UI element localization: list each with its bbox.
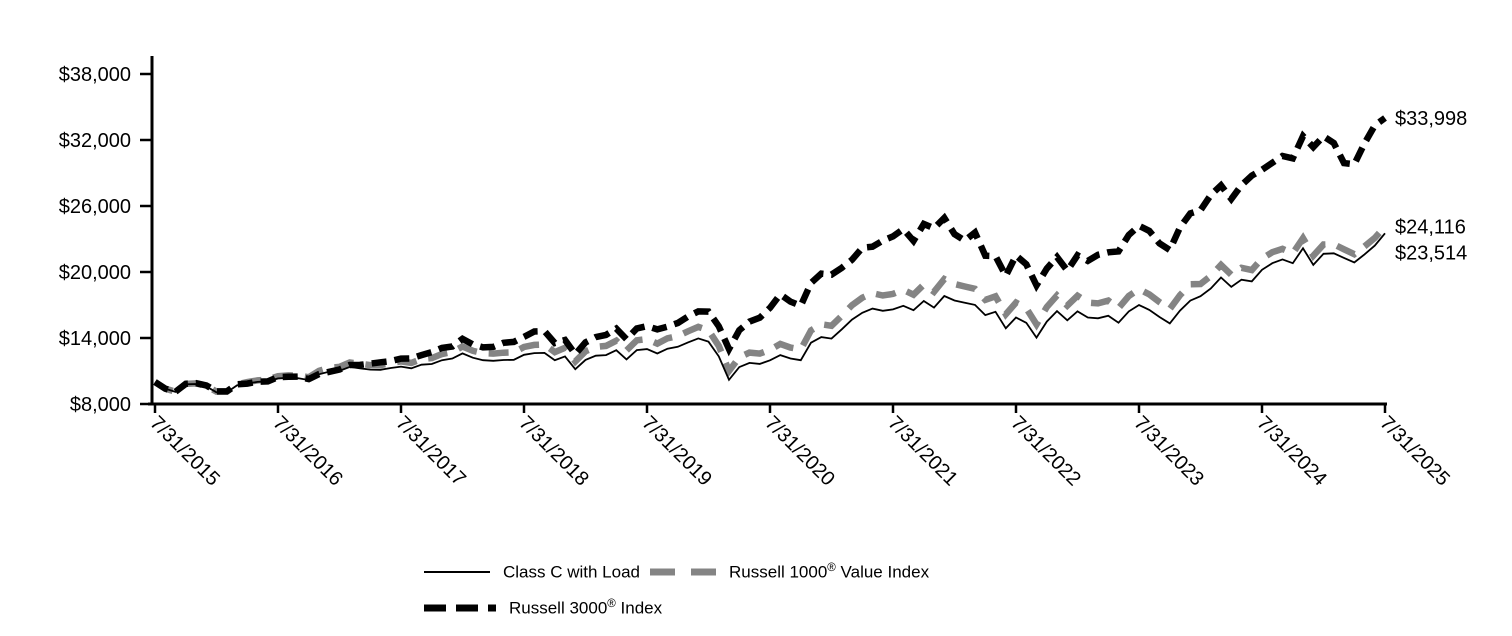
y-axis-tick-label: $20,000 [59,262,131,284]
x-axis-tick-label: 7/31/2020 [760,412,838,490]
x-axis-tick-label: 7/31/2023 [1129,412,1207,490]
x-axis-tick-label: 7/31/2016 [268,412,346,490]
x-axis-tick-label: 7/31/2019 [637,412,715,490]
legend-text: Russell 1000 [729,562,828,582]
legend-item-class-c-with-load: Class C with Load [424,562,640,583]
y-axis-tick-label: $8,000 [70,394,131,416]
series-line-class-c-with-load [154,232,1386,394]
solid-thin-line-swatch-icon [424,571,490,574]
legend-text: Index [615,598,663,618]
legend-row-2: Russell 3000® Index [424,598,929,619]
x-axis-tick-label: 7/31/2021 [883,412,961,490]
y-axis-tick-label: $32,000 [59,130,131,152]
legend-text: Value Index [835,562,930,582]
x-axis-tick-label: 7/31/2022 [1006,412,1084,490]
registered-trademark-symbol: ® [827,562,836,574]
registered-trademark-symbol: ® [607,597,616,610]
y-axis-tick-label: $38,000 [59,64,131,86]
x-axis-tick-label: 7/31/2017 [391,412,469,490]
end-value-label-class-c-with-load: $23,514 [1395,243,1467,265]
y-axis-tick-label: $14,000 [59,328,131,350]
x-axis-tick-label: 7/31/2025 [1375,412,1453,490]
legend-label-russell-3000-index: Russell 3000® Index [509,598,662,619]
legend-row-1: Class C with Load Russell 1000® Value In… [424,562,929,583]
legend-text: Class C with Load [503,562,641,582]
legend-item-russell-3000-index: Russell 3000® Index [424,598,662,619]
legend-label-russell-1000-value-index: Russell 1000® Value Index [729,562,929,583]
performance-line-chart: $8,000 $14,000 $20,000 $26,000 $32,000 $38,00… [59,56,1467,490]
y-axis-tick-label: $26,000 [59,196,131,218]
end-value-label-russell-3000-index: $33,998 [1395,108,1467,130]
legend-text: Russell 3000 [509,598,608,618]
chart-legend: Class C with Load Russell 1000® Value In… [424,562,929,618]
end-value-label-russell-1000-value-index: $24,116 [1395,217,1466,239]
legend-label-class-c-with-load: Class C with Load [503,562,640,583]
gray-dashed-line-swatch-icon [650,568,717,576]
x-axis-tick-label: 7/31/2018 [514,412,592,490]
series-line-russell-3000-index [153,115,1387,396]
x-axis-tick-label: 7/31/2015 [145,412,223,490]
black-dashed-line-swatch-icon [424,604,496,612]
legend-item-russell-1000-value-index: Russell 1000® Value Index [650,562,929,583]
series-line-russell-1000-value-index [153,224,1388,396]
x-axis-tick-label: 7/31/2024 [1252,412,1330,490]
